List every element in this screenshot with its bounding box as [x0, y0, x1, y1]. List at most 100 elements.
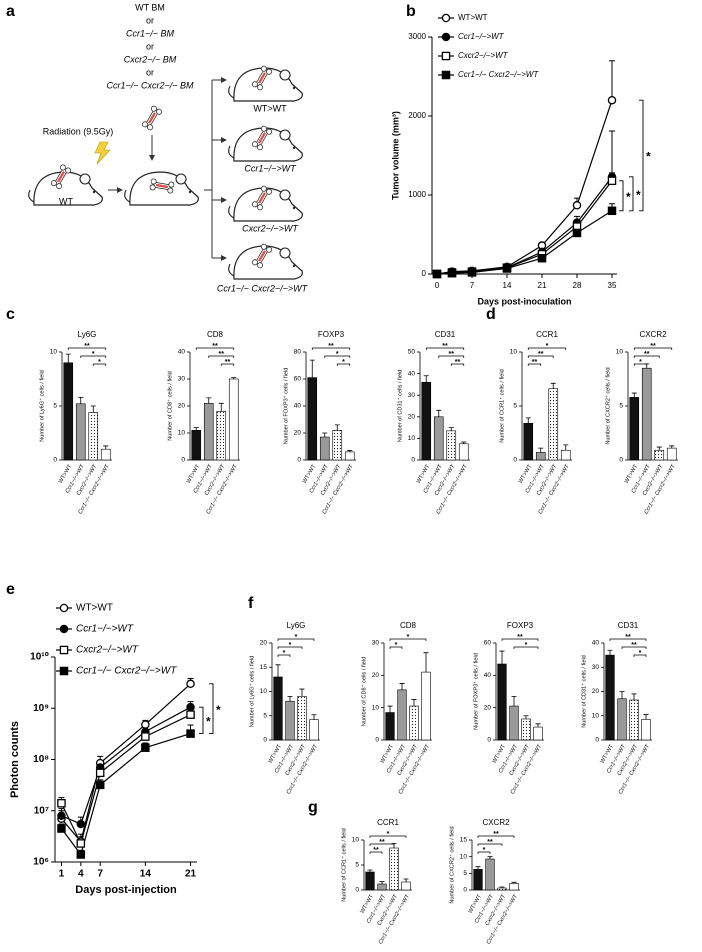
y-tick-label: 80 — [294, 349, 302, 356]
bar — [629, 397, 640, 461]
legend-marker — [59, 624, 69, 634]
bar — [521, 718, 531, 741]
panel-label: b — [406, 3, 416, 20]
bar — [389, 847, 399, 891]
y-axis-label: Photon counts — [9, 721, 21, 798]
significance-bracket — [324, 355, 351, 358]
significance-bracket — [369, 843, 395, 846]
error-bar — [499, 886, 505, 888]
error-bar — [619, 691, 625, 699]
significance-label: * — [92, 351, 95, 358]
outcome-label: Ccr1−/− Cxcr2−/−>WT — [217, 283, 309, 293]
bar — [377, 883, 387, 891]
significance-bracket — [639, 99, 644, 212]
error-bar — [631, 693, 637, 700]
significance-label: ** — [650, 343, 656, 350]
significance-label: * — [206, 715, 211, 729]
significance-label: * — [639, 650, 642, 657]
data-point — [95, 768, 105, 778]
bar — [473, 869, 483, 891]
bar — [446, 430, 457, 461]
chart-title: CD8 — [400, 621, 417, 630]
y-tick-label: 10 — [352, 837, 360, 844]
error-bar — [656, 446, 662, 451]
y-axis-label: Number of FOXP3⁺ cells / field — [282, 368, 289, 445]
x-tick-label: 7 — [470, 281, 475, 290]
y-axis-label: Tumor volume (mm³) — [390, 111, 400, 200]
donor-option: Cxcr2−/− BM — [124, 54, 177, 64]
chart-title: CD8 — [207, 330, 224, 339]
chart-title: CCR1 — [536, 330, 558, 339]
error-bar — [309, 359, 315, 378]
error-bar — [387, 705, 393, 713]
significance-label: ** — [455, 359, 461, 366]
panel-label: f — [248, 595, 254, 612]
legend-marker — [59, 603, 69, 613]
chart-title: FOXP3 — [318, 330, 345, 339]
significance-bracket — [389, 646, 403, 649]
error-bar — [563, 444, 569, 451]
significance-bracket — [369, 851, 383, 854]
error-bar — [423, 375, 429, 383]
error-bar — [218, 402, 224, 412]
bar — [629, 699, 639, 741]
error-bar — [643, 714, 649, 720]
significance-bracket — [633, 355, 660, 358]
significance-label: * — [395, 642, 398, 649]
bar — [344, 451, 355, 461]
recipient-label: WT — [59, 196, 73, 206]
error-bar — [403, 878, 409, 882]
data-point — [76, 850, 86, 859]
bar — [421, 381, 432, 461]
significance-label: * — [407, 634, 410, 641]
data-point — [57, 811, 66, 820]
branch-line — [204, 80, 213, 258]
bar — [100, 448, 111, 461]
legend-label: Cxcr2−/−>WT — [76, 645, 139, 656]
bar — [533, 726, 543, 741]
data-point — [607, 206, 617, 216]
y-tick-label: 20 — [408, 414, 416, 421]
data-point — [76, 819, 86, 829]
significance-bracket — [277, 638, 315, 641]
error-bar — [411, 699, 417, 707]
significance-label: * — [525, 642, 528, 649]
data-point — [141, 732, 150, 741]
legend-marker — [441, 13, 451, 23]
y-axis-label: Number of Ly6G⁺ cells / field — [248, 656, 255, 727]
chart-title: FOXP3 — [507, 621, 534, 630]
bar — [654, 449, 665, 461]
bar — [641, 367, 652, 461]
chart-title: CXCR2 — [482, 818, 510, 827]
error-bar — [511, 881, 517, 884]
significance-label: * — [546, 343, 549, 350]
error-bar — [299, 688, 305, 697]
chart-title: CD31 — [618, 621, 639, 630]
significance-bracket — [629, 176, 634, 212]
data-point — [447, 268, 457, 278]
y-axis-label: Number of FOXP3⁺ cells / field — [472, 653, 479, 730]
bar — [309, 719, 319, 741]
x-tick-label: 14 — [140, 869, 152, 880]
bar — [365, 871, 375, 891]
significance-bracket — [369, 835, 407, 838]
bar — [385, 712, 395, 741]
y-axis-label: Number of CCR1⁺ cells / field — [498, 369, 505, 443]
y-tick-label: 0 — [263, 737, 267, 744]
legend-label: WT>WT — [76, 603, 113, 614]
y-axis-label: Number of CD31⁺ cells / field — [396, 370, 403, 443]
significance-label: ** — [225, 359, 231, 366]
error-bar — [311, 714, 317, 720]
legend-label: Ccr1−/−>WT — [458, 32, 505, 41]
radiation-label: Radiation (9.5Gy) — [43, 126, 114, 136]
y-tick-label: 20 — [294, 430, 302, 437]
error-bar — [399, 683, 405, 690]
error-bar — [511, 695, 517, 707]
y-tick-label: 20 — [372, 672, 380, 679]
significance-bracket — [477, 835, 515, 838]
y-tick-label: 40 — [592, 640, 600, 647]
y-tick-label: 0 — [53, 457, 57, 464]
bar — [216, 411, 227, 461]
y-tick-label: 20 — [178, 403, 186, 410]
y-axis-label: Number of CD31⁺ cells / field — [580, 655, 587, 728]
